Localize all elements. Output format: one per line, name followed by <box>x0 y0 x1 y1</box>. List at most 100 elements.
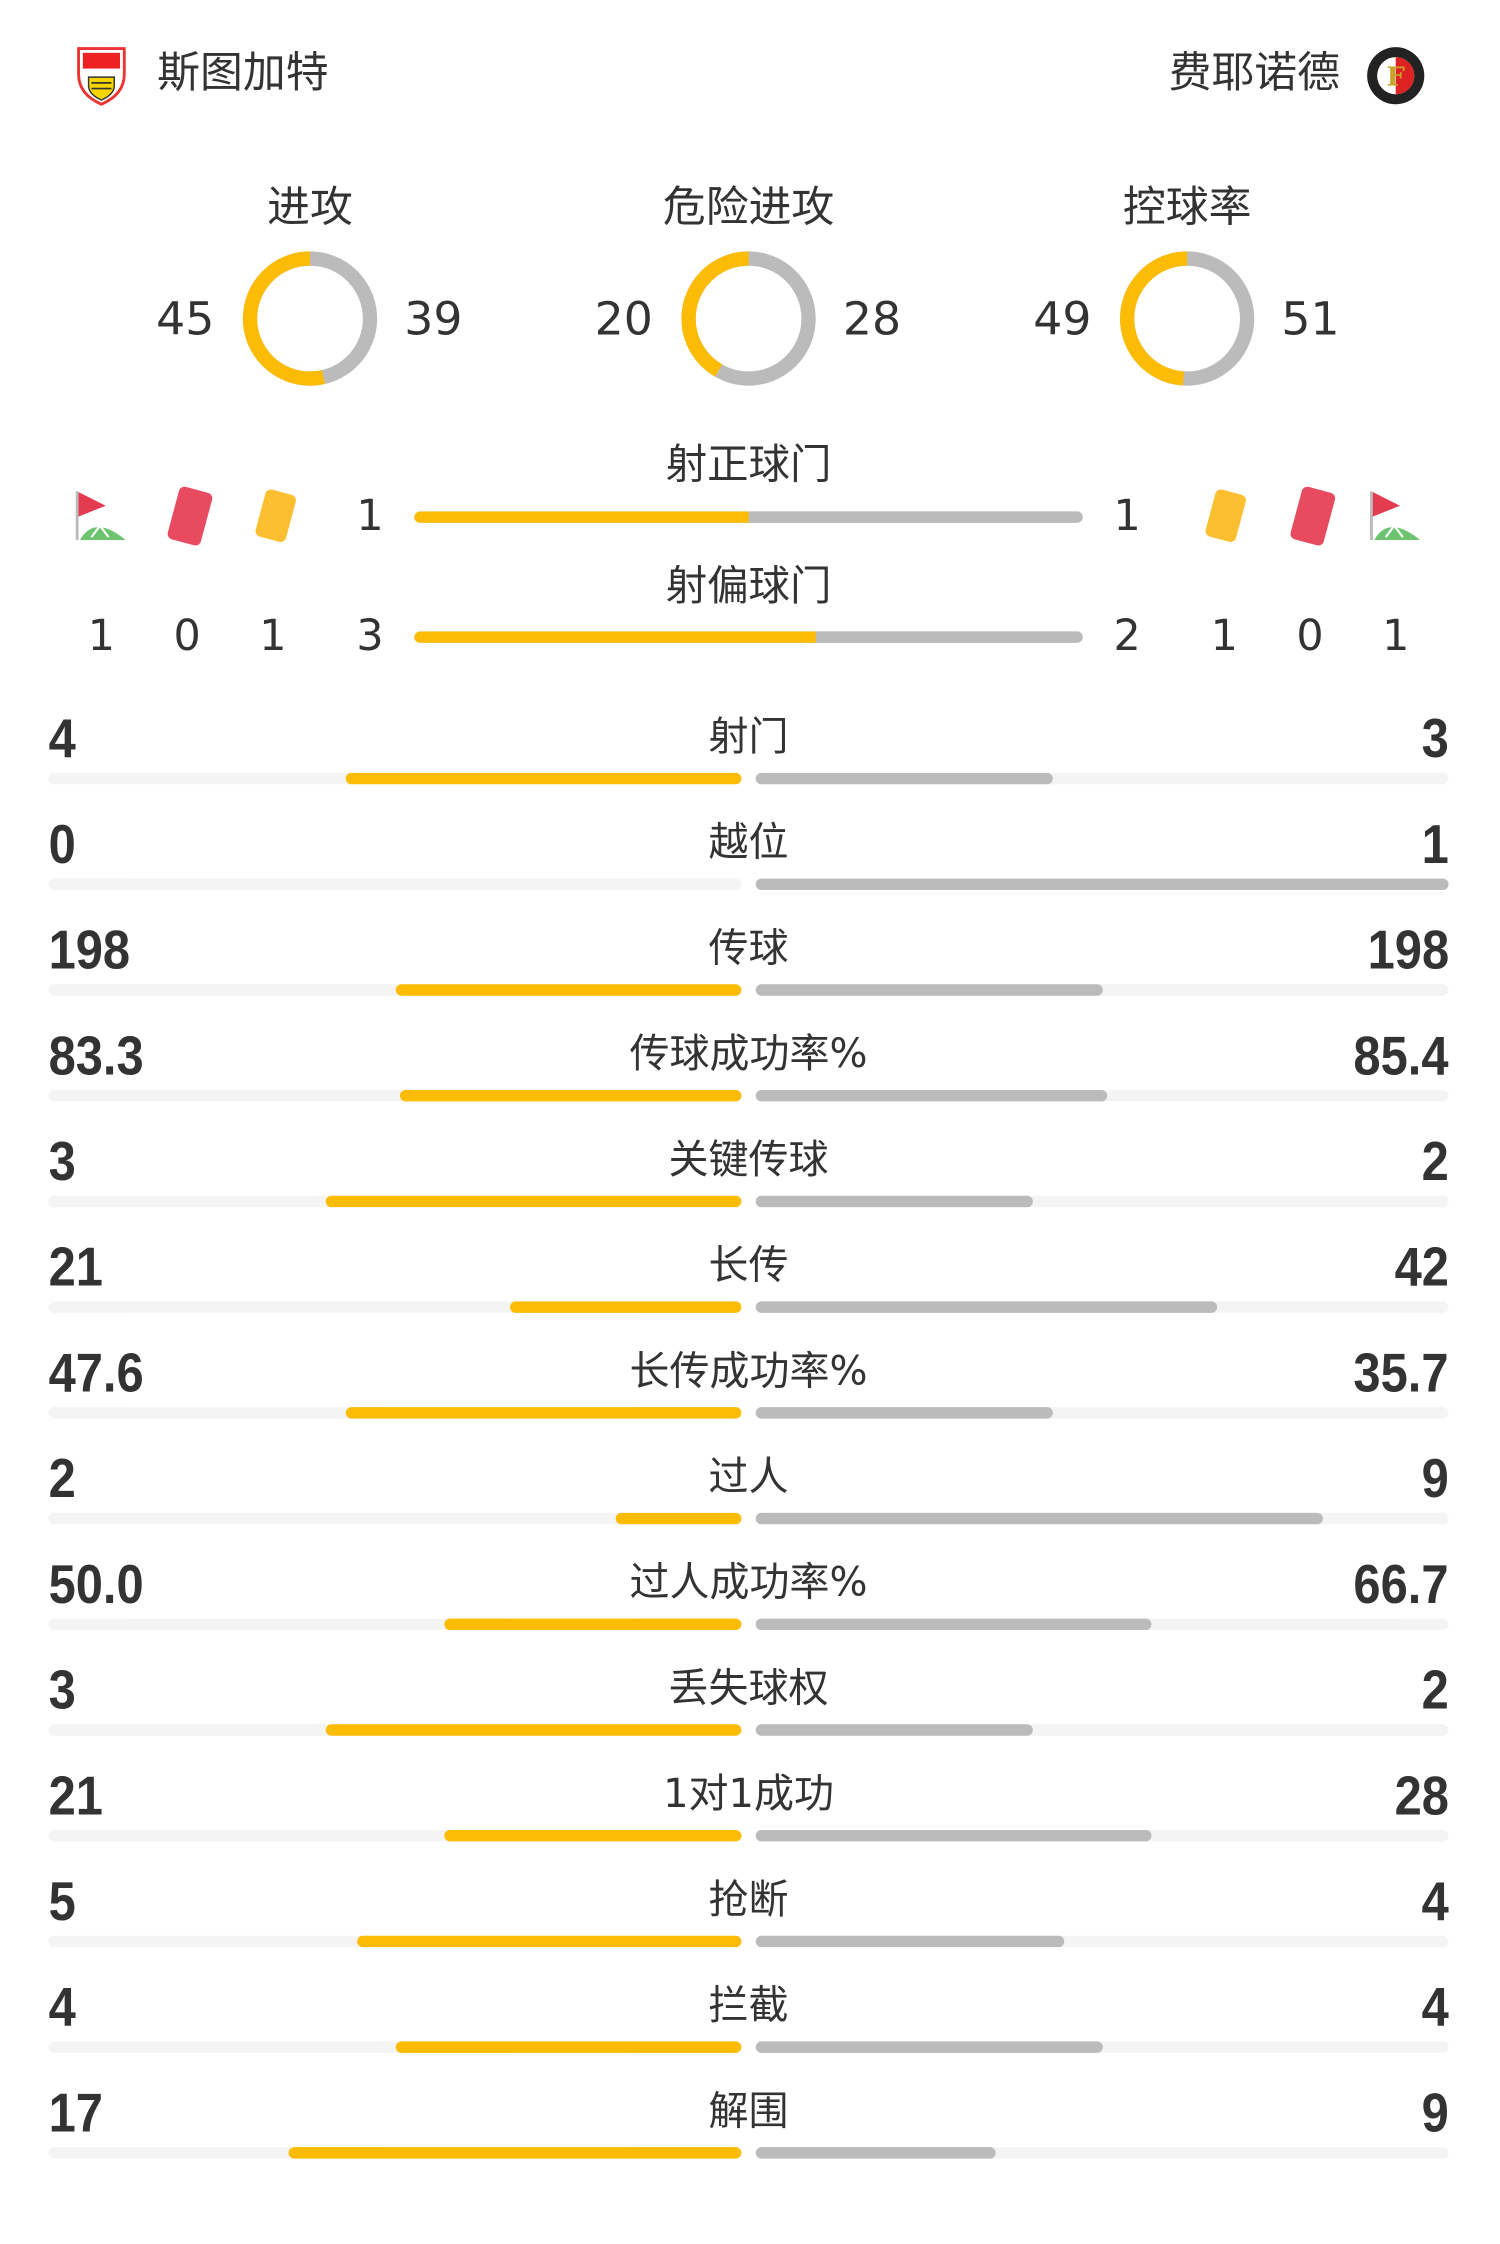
stat-home-track <box>48 1935 742 1948</box>
stat-row: 21 1对1成功 28 <box>0 1769 1500 1875</box>
stat-label: 丢失球权 <box>668 1664 829 1712</box>
stat-away-track <box>755 1301 1449 1313</box>
home-shots-off-target: 3 <box>356 611 384 662</box>
stat-away-track <box>755 1935 1449 1948</box>
stat-away-fill <box>755 772 1053 785</box>
stat-home-fill <box>399 1089 742 1102</box>
stat-label: 长传成功率% <box>629 1347 868 1395</box>
stat-away-fill <box>755 878 1449 890</box>
stat-away-fill <box>755 1935 1064 1948</box>
stat-away-value: 2 <box>1421 1132 1449 1193</box>
away-team[interactable]: 费耶诺德 F <box>1054 46 1425 106</box>
corner-flag-icon <box>75 491 126 540</box>
donut-title: 危险进攻 <box>662 182 835 233</box>
donut-home-value: 49 <box>1033 291 1092 346</box>
stat-away-value: 3 <box>1421 709 1449 770</box>
stat-home-value: 4 <box>48 1978 76 2039</box>
stat-label: 解围 <box>708 2087 789 2135</box>
stat-home-track <box>48 1089 742 1102</box>
stat-home-track <box>48 2041 742 2053</box>
home-red-cards: 0 <box>173 611 201 662</box>
stat-row: 198 传球 198 <box>0 923 1500 1029</box>
stat-home-track <box>48 1407 742 1419</box>
shots-on-target-bar <box>414 511 1083 523</box>
stat-row: 47.6 长传成功率% 35.7 <box>0 1346 1500 1452</box>
stat-home-track <box>48 1724 742 1736</box>
stat-row: 5 抢断 4 <box>0 1874 1500 1980</box>
stat-away-track <box>755 1618 1449 1630</box>
away-shots-on-target: 1 <box>1113 491 1141 542</box>
stat-away-fill <box>755 1724 1033 1736</box>
stat-home-track <box>48 772 742 785</box>
stat-away-track <box>755 1195 1449 1208</box>
shots-on-target-label: 射正球门 <box>665 439 832 489</box>
stat-label: 长传 <box>708 1241 789 1289</box>
stat-away-track <box>755 1724 1449 1736</box>
stat-away-value: 1 <box>1421 815 1449 876</box>
stat-label: 1对1成功 <box>663 1769 835 1818</box>
stat-label: 传球 <box>708 924 789 972</box>
donut-away-value: 28 <box>842 291 902 346</box>
stat-home-value: 50.0 <box>48 1555 144 1616</box>
shots-off-target-label: 射偏球门 <box>665 561 832 610</box>
donut-title: 控球率 <box>1122 182 1252 233</box>
stat-label: 过人 <box>708 1452 789 1500</box>
stat-away-value: 198 <box>1367 921 1449 982</box>
stat-away-value: 85.4 <box>1353 1027 1449 1088</box>
stat-away-track <box>755 1512 1449 1525</box>
yellow-card-icon <box>255 489 296 542</box>
donut-chart <box>242 251 378 386</box>
stat-home-value: 0 <box>48 815 76 876</box>
stat-away-fill <box>755 1195 1033 1208</box>
stat-away-fill <box>755 1089 1107 1102</box>
red-card-icon <box>167 486 213 546</box>
stat-away-track <box>755 984 1449 996</box>
stat-away-value: 2 <box>1421 1661 1449 1722</box>
stat-label: 射门 <box>708 712 789 760</box>
stat-home-track <box>48 2147 742 2159</box>
home-yellow-cards: 1 <box>259 611 287 662</box>
shots-off-target-bar <box>414 631 1083 643</box>
stat-away-track <box>755 2041 1449 2053</box>
red-card-icon <box>1290 486 1336 546</box>
home-shots-on-target: 1 <box>356 491 384 542</box>
stat-home-track <box>48 1829 742 1842</box>
away-team-logo: F <box>1367 47 1425 105</box>
stat-away-fill <box>755 1618 1152 1630</box>
stat-home-fill <box>394 2041 742 2053</box>
stat-row: 3 丢失球权 2 <box>0 1663 1500 1769</box>
stat-row: 4 拦截 4 <box>0 1980 1500 2086</box>
stat-home-fill <box>444 1618 742 1630</box>
donut-away-value: 51 <box>1281 291 1340 346</box>
stat-home-fill <box>510 1301 742 1313</box>
stat-away-fill <box>755 1407 1053 1419</box>
stat-home-value: 47.6 <box>48 1344 144 1405</box>
stat-home-fill <box>345 1407 742 1419</box>
stat-home-value: 3 <box>48 1661 76 1722</box>
donut-home-value: 20 <box>594 291 653 346</box>
stat-home-fill <box>394 984 742 996</box>
stat-away-fill <box>755 1829 1152 1842</box>
stat-home-fill <box>325 1195 742 1208</box>
home-team-logo <box>77 47 126 106</box>
stat-row: 50.0 过人成功率% 66.7 <box>0 1557 1500 1663</box>
stat-away-value: 35.7 <box>1353 1344 1449 1405</box>
stat-label: 过人成功率% <box>629 1558 868 1606</box>
stat-away-track <box>755 2147 1449 2159</box>
donut-chart <box>681 251 816 386</box>
stat-home-value: 21 <box>48 1238 103 1299</box>
stat-away-fill <box>755 984 1103 996</box>
stat-row: 4 射门 3 <box>0 711 1500 817</box>
stat-away-value: 9 <box>1421 2084 1449 2145</box>
stat-label: 越位 <box>708 818 789 866</box>
donut-home-arc <box>242 251 378 386</box>
stat-home-fill <box>345 772 742 785</box>
stat-away-fill <box>755 2041 1103 2053</box>
home-shots-off-fill <box>414 631 816 643</box>
away-yellow-cards: 1 <box>1210 611 1238 662</box>
stat-home-fill <box>615 1512 742 1525</box>
stat-home-value: 198 <box>48 921 131 982</box>
away-team-name: 费耶诺德 <box>1168 48 1340 99</box>
stat-away-value: 66.7 <box>1353 1555 1449 1616</box>
